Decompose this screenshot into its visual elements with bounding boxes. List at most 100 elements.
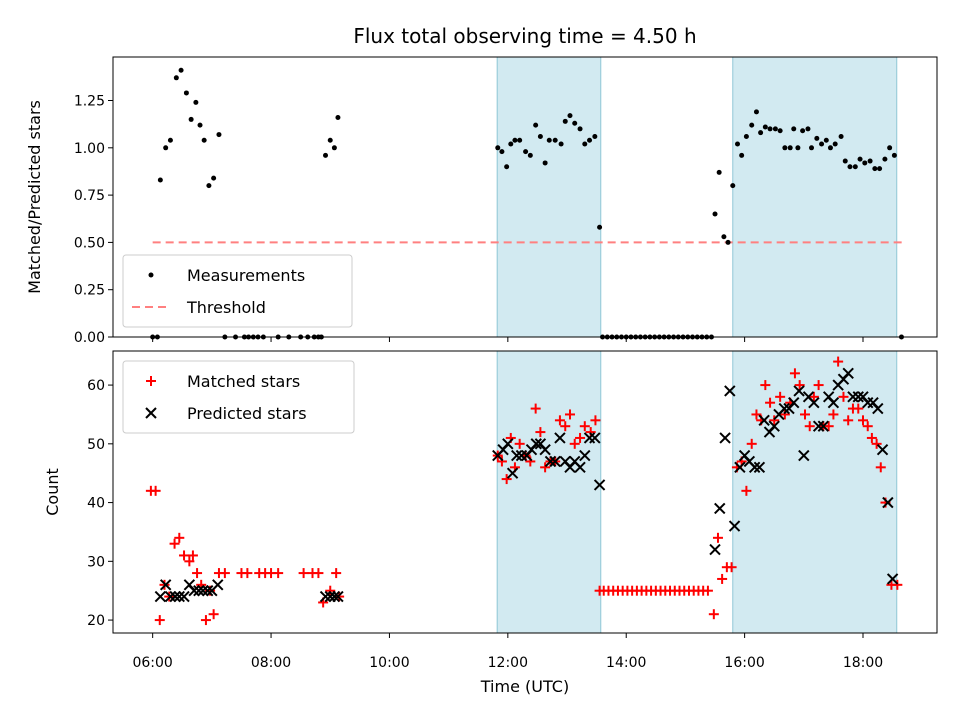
predicted-stars-point bbox=[332, 590, 344, 603]
predicted-stars-point bbox=[589, 432, 601, 444]
measurements-point bbox=[749, 122, 755, 128]
measurements-point bbox=[739, 152, 745, 158]
y-tick-label: 1.25 bbox=[74, 94, 105, 110]
predicted-stars-point bbox=[579, 449, 591, 462]
measurements-point bbox=[800, 128, 806, 134]
predicted-stars-point bbox=[724, 385, 736, 397]
matched-stars-point bbox=[838, 391, 849, 402]
predicted-stars-point bbox=[173, 590, 186, 603]
predicted-stars-point bbox=[506, 467, 519, 479]
measurements-point bbox=[743, 133, 749, 139]
matched-stars-point bbox=[765, 397, 776, 408]
measurements-point bbox=[795, 145, 801, 151]
matched-stars-point bbox=[866, 432, 877, 443]
measurements-point bbox=[331, 145, 337, 151]
measurements-point bbox=[533, 122, 539, 128]
predicted-stars-point bbox=[319, 590, 332, 603]
y-tick-label: 0.50 bbox=[74, 235, 105, 251]
measurements-point bbox=[867, 158, 873, 164]
matched-stars-point bbox=[590, 415, 601, 426]
predicted-stars-point bbox=[709, 543, 721, 556]
measurements-point bbox=[862, 160, 868, 166]
observing-window-band bbox=[496, 350, 602, 634]
measurements-point bbox=[877, 166, 883, 172]
measurements-point bbox=[787, 145, 793, 151]
predicted-stars-point bbox=[539, 443, 551, 456]
matched-stars-point bbox=[775, 391, 786, 402]
predicted-stars-point bbox=[719, 432, 731, 444]
matched-stars-point bbox=[712, 532, 723, 543]
matched-stars-point bbox=[823, 421, 834, 432]
ratio-panel-frame bbox=[112, 56, 938, 338]
predicted-stars-point bbox=[188, 584, 200, 597]
matched-stars-point bbox=[843, 415, 854, 426]
predicted-stars-point bbox=[753, 461, 766, 474]
predicted-stars-point bbox=[169, 590, 181, 603]
matched-stars-point bbox=[154, 615, 165, 626]
predicted-stars-point bbox=[808, 396, 820, 409]
x-tick-label: 14:00 bbox=[606, 655, 646, 671]
x-tick-label: 12:00 bbox=[488, 655, 528, 671]
measurements-point bbox=[872, 166, 878, 172]
measurements-point bbox=[891, 152, 897, 158]
predicted-stars-point bbox=[758, 414, 770, 427]
measurements-point bbox=[809, 145, 815, 151]
measurements-point bbox=[163, 145, 169, 151]
measurements-point bbox=[882, 156, 888, 162]
measurements-point bbox=[323, 152, 329, 158]
legend-item: Matched stars bbox=[146, 372, 300, 391]
measurements-point bbox=[537, 133, 543, 139]
measurements-point bbox=[201, 137, 207, 143]
measurements-point bbox=[847, 164, 853, 170]
measurements-point bbox=[527, 152, 533, 158]
predicted-stars-point bbox=[193, 584, 205, 597]
measurements-point bbox=[753, 109, 759, 115]
matched-stars-point bbox=[833, 356, 844, 367]
legend-item: Threshold bbox=[132, 298, 266, 317]
matched-stars-point bbox=[208, 609, 219, 620]
matched-stars-point bbox=[799, 409, 810, 420]
predicted-stars-point bbox=[882, 496, 894, 509]
measurements-point bbox=[767, 126, 773, 132]
matched-stars-point bbox=[808, 391, 819, 402]
measurements-point bbox=[495, 145, 501, 151]
measurements-point bbox=[772, 126, 778, 132]
matched-stars-point bbox=[794, 380, 805, 391]
predicted-stars-point bbox=[511, 449, 523, 462]
measurements-point bbox=[819, 141, 825, 147]
y-tick-label: 1.00 bbox=[74, 141, 105, 157]
matched-stars-point bbox=[717, 573, 728, 584]
measurements-point bbox=[842, 158, 848, 164]
legend-swatch bbox=[146, 376, 156, 386]
measurements-point bbox=[592, 133, 598, 139]
predicted-stars-point bbox=[788, 396, 800, 409]
predicted-stars-point bbox=[793, 385, 805, 397]
measurements-point bbox=[542, 160, 548, 166]
predicted-stars-point bbox=[768, 420, 780, 432]
measurements-point bbox=[523, 149, 529, 155]
matched-stars-point bbox=[514, 438, 525, 449]
matched-stars-point bbox=[554, 415, 565, 426]
y-tick-label: 30 bbox=[87, 554, 105, 570]
predicted-stars-point bbox=[197, 584, 209, 597]
measurements-point bbox=[730, 183, 736, 189]
matched-stars-point bbox=[174, 532, 185, 543]
matched-stars-point bbox=[741, 485, 752, 496]
matched-stars-point bbox=[789, 368, 800, 379]
predicted-stars-point bbox=[593, 479, 606, 491]
y-tick-label: 20 bbox=[87, 613, 105, 629]
measurements-point bbox=[577, 126, 583, 132]
matched-stars-point bbox=[313, 568, 324, 579]
predicted-stars-point bbox=[852, 391, 864, 403]
count-panel: 20 30 40 50 60 Count Matched stars Predicted … bbox=[43, 350, 938, 638]
matched-stars-point bbox=[746, 438, 757, 449]
measurements-point bbox=[852, 164, 858, 170]
predicted-stars-point bbox=[812, 420, 825, 432]
measurements-point bbox=[216, 132, 222, 138]
measurements-point bbox=[552, 137, 558, 143]
observing-window-band bbox=[732, 56, 898, 338]
legend-item: Predicted stars bbox=[145, 404, 307, 423]
measurements-point bbox=[335, 115, 341, 121]
predicted-stars-point bbox=[178, 590, 190, 603]
observing-window-band bbox=[496, 56, 602, 338]
